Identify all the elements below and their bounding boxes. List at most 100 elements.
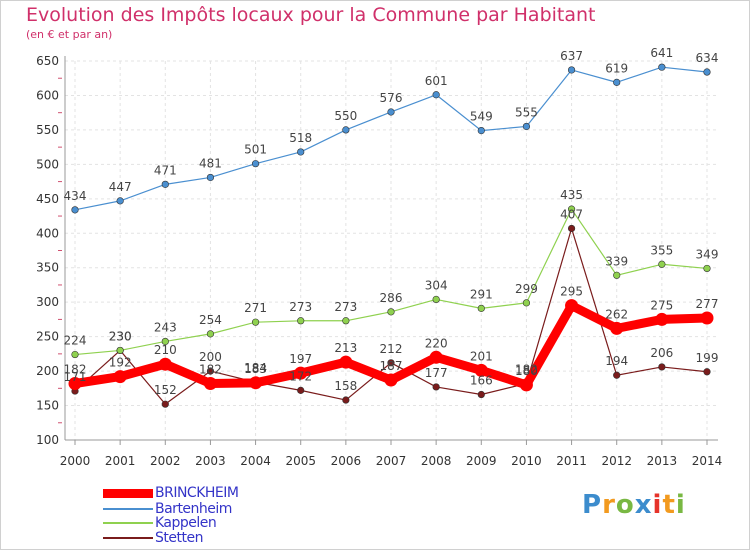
data-label-kappelen: 224 bbox=[64, 334, 87, 348]
legend-label: BRINCKHEIM bbox=[155, 485, 239, 501]
data-point-kappelen bbox=[658, 260, 666, 268]
y-tick-label: 400 bbox=[36, 226, 59, 240]
data-label-bartenheim: 447 bbox=[109, 180, 132, 194]
data-point-stetten bbox=[161, 400, 169, 408]
data-label-kappelen: 355 bbox=[650, 243, 673, 257]
data-point-stetten bbox=[297, 386, 305, 394]
data-labels: 182 192 210 182 183 197 213 187 220 201 180 295 262 2… bbox=[64, 46, 719, 397]
x-tick-label: 2006 bbox=[331, 454, 362, 468]
data-label-kappelen: 254 bbox=[199, 313, 222, 327]
data-point-brinckheim bbox=[565, 299, 579, 313]
data-label-brinckheim: 183 bbox=[244, 362, 267, 376]
data-label-bartenheim: 518 bbox=[289, 131, 312, 145]
data-label-kappelen: 273 bbox=[289, 300, 312, 314]
data-point-bartenheim bbox=[71, 206, 79, 214]
data-label-brinckheim: 192 bbox=[109, 356, 132, 370]
y-tick-label: 500 bbox=[36, 157, 59, 171]
data-label-stetten: 194 bbox=[605, 354, 628, 368]
legend-label: Bartenheim bbox=[155, 501, 232, 517]
data-label-kappelen: 304 bbox=[425, 278, 448, 292]
data-label-bartenheim: 637 bbox=[560, 49, 583, 63]
data-label-stetten: 152 bbox=[154, 383, 177, 397]
chart-title: Evolution des Impôts locaux pour la Comm… bbox=[26, 4, 596, 26]
data-point-bartenheim bbox=[161, 180, 169, 188]
x-tick-label: 2009 bbox=[466, 454, 497, 468]
data-label-bartenheim: 555 bbox=[515, 105, 538, 119]
legend-item-kappelen: Kappelen bbox=[103, 515, 217, 531]
data-point-bartenheim bbox=[522, 122, 531, 131]
data-point-bartenheim bbox=[297, 148, 305, 156]
y-tick-label: 200 bbox=[36, 364, 59, 378]
data-label-brinckheim: 197 bbox=[289, 352, 312, 366]
data-point-kappelen bbox=[522, 299, 531, 307]
data-label-bartenheim: 471 bbox=[154, 163, 177, 177]
y-tick-label: 600 bbox=[36, 88, 59, 102]
data-label-bartenheim: 576 bbox=[380, 91, 403, 105]
data-point-brinckheim bbox=[519, 378, 533, 392]
data-label-stetten: 212 bbox=[380, 342, 403, 356]
data-label-kappelen: 299 bbox=[515, 282, 538, 296]
data-point-bartenheim bbox=[658, 63, 666, 71]
data-point-stetten bbox=[206, 367, 215, 375]
data-point-kappelen bbox=[432, 295, 440, 304]
data-point-kappelen bbox=[206, 330, 215, 338]
data-point-bartenheim bbox=[613, 78, 621, 86]
data-point-kappelen bbox=[703, 264, 711, 273]
data-label-bartenheim: 481 bbox=[199, 156, 222, 170]
x-tick-label: 2010 bbox=[511, 454, 542, 468]
legend-swatch-bartenheim bbox=[103, 508, 153, 510]
data-label-bartenheim: 550 bbox=[334, 109, 357, 123]
data-label-bartenheim: 601 bbox=[425, 74, 448, 88]
data-label-kappelen: 291 bbox=[470, 287, 493, 301]
data-label-stetten: 200 bbox=[199, 350, 222, 364]
data-label-kappelen: 271 bbox=[244, 301, 267, 315]
data-point-brinckheim bbox=[429, 350, 443, 364]
legend-item-stetten: Stetten bbox=[103, 530, 203, 546]
data-point-stetten bbox=[477, 390, 485, 399]
legend-item-bartenheim: Bartenheim bbox=[103, 501, 232, 517]
legend-item-brinckheim: BRINCKHEIM bbox=[103, 485, 239, 501]
data-label-stetten: 206 bbox=[650, 346, 673, 360]
data-point-kappelen bbox=[567, 205, 576, 213]
data-point-bartenheim bbox=[432, 91, 440, 99]
legend-swatch-stetten bbox=[103, 537, 153, 539]
y-tick-label: 250 bbox=[36, 330, 59, 344]
data-label-kappelen: 230 bbox=[109, 329, 132, 343]
data-label-brinckheim: 220 bbox=[425, 336, 448, 350]
data-point-brinckheim bbox=[384, 373, 398, 387]
data-label-stetten: 166 bbox=[470, 374, 493, 388]
x-tick-label: 2014 bbox=[692, 454, 723, 468]
data-label-brinckheim: 210 bbox=[154, 343, 177, 357]
data-label-bartenheim: 641 bbox=[650, 46, 673, 60]
data-point-kappelen bbox=[161, 337, 169, 346]
x-tick-label: 2005 bbox=[285, 454, 316, 468]
data-label-bartenheim: 619 bbox=[605, 61, 628, 75]
x-tick-label: 2002 bbox=[150, 454, 181, 468]
data-point-stetten bbox=[658, 363, 666, 371]
data-point-brinckheim bbox=[339, 355, 353, 369]
data-label-brinckheim: 295 bbox=[560, 285, 583, 299]
data-point-brinckheim bbox=[68, 376, 82, 390]
data-label-stetten: 171 bbox=[64, 370, 87, 384]
y-tick-label: 100 bbox=[36, 433, 59, 447]
data-point-stetten bbox=[567, 224, 576, 233]
data-point-stetten bbox=[387, 359, 395, 367]
x-tick-label: 2013 bbox=[647, 454, 678, 468]
data-point-kappelen bbox=[477, 304, 485, 312]
data-point-bartenheim bbox=[387, 108, 395, 116]
data-point-brinckheim bbox=[249, 376, 263, 390]
data-point-kappelen bbox=[297, 317, 305, 325]
data-label-brinckheim: 182 bbox=[64, 362, 87, 376]
y-tick-labels: 100 150 200 250 300 350 400 450 500 550 600 650 bbox=[36, 54, 59, 447]
x-tick-labels: 2000 2001 2002 2003 2004 2005 2006 2007 2008 2009… bbox=[60, 454, 723, 468]
data-label-bartenheim: 634 bbox=[696, 51, 719, 65]
legend-swatch-brinckheim bbox=[103, 488, 153, 498]
series-points bbox=[68, 63, 714, 408]
data-label-brinckheim: 213 bbox=[334, 341, 357, 355]
data-point-bartenheim bbox=[703, 68, 711, 76]
data-point-stetten bbox=[613, 371, 621, 379]
x-tick-label: 2003 bbox=[195, 454, 226, 468]
y-tick-label: 150 bbox=[36, 399, 59, 413]
data-point-bartenheim bbox=[206, 173, 215, 182]
